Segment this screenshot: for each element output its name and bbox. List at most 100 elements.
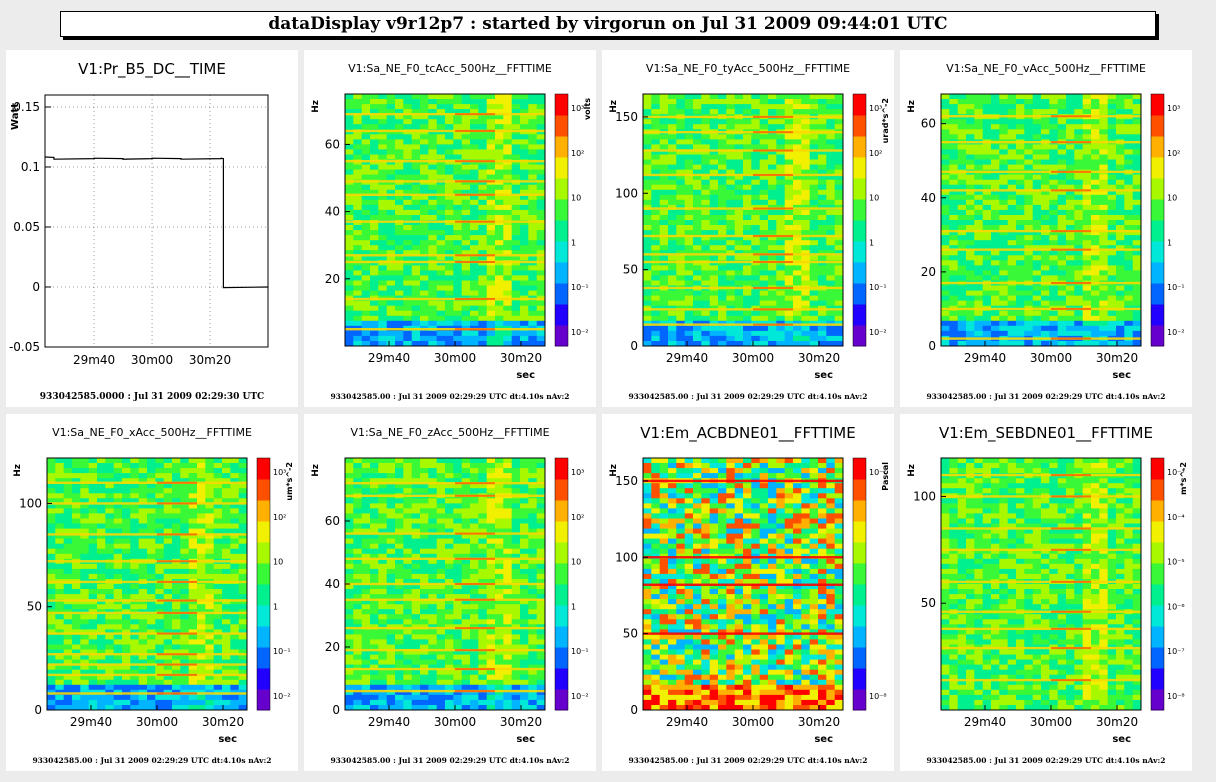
spectral-line (643, 583, 843, 586)
y-tick-label: 60 (921, 117, 936, 131)
spectral-line-hot (455, 668, 495, 671)
y-tick-label: 100 (615, 550, 638, 564)
y-tick-label: 0.1 (21, 160, 40, 174)
plot-panel-7[interactable]: V1:Em_ACBDNE01__FFTTIME 933042585.00 : Ju… (602, 414, 894, 771)
spectral-line (941, 610, 1141, 613)
spectral-line (643, 260, 843, 264)
spectral-line-hot (1051, 230, 1091, 233)
panel-footer: 933042585.00 : Jul 31 2009 02:29:29 UTC … (32, 756, 272, 765)
plot-panel-5[interactable]: V1:Sa_NE_F0_xAcc_500Hz__FFTTIME 933042585… (6, 414, 298, 771)
spectral-line-hot (753, 308, 793, 311)
spectrogram-cells (941, 94, 1142, 347)
spectral-line-hot (455, 557, 495, 560)
spectral-line-hot (753, 131, 793, 134)
spectral-line (643, 323, 843, 326)
x-tick-label: 30m20 (1096, 351, 1138, 365)
series-line (44, 156, 269, 289)
spectral-line (643, 286, 843, 290)
spectral-line (941, 170, 1141, 174)
spectral-line (643, 115, 843, 119)
plot-svg: 10⁻³ 10⁻⁴ 10⁻⁵ 10⁻⁶ 10⁻⁷ 10⁻⁸ m*s^-2 100 50 29m40… (907, 457, 1188, 745)
spectral-line (345, 648, 545, 652)
spectral-line-hot (455, 494, 495, 497)
spectral-line-hot (753, 115, 793, 118)
spectral-line (345, 180, 545, 183)
colorbar-tick-label: 1 (273, 602, 278, 611)
spectral-line-hot (1051, 248, 1091, 251)
y-tick-label: 40 (325, 577, 340, 591)
y-axis-label: Hz (13, 464, 23, 477)
spectral-line-hot (1051, 647, 1091, 650)
spectral-line (941, 527, 1141, 530)
panel-title: V1:Em_SEBDNE01__FFTTIME (939, 424, 1153, 442)
spectral-line (941, 495, 1141, 498)
x-tick-label: 30m20 (202, 715, 244, 729)
y-tick-label: 60 (325, 514, 340, 528)
spectral-line-hot (753, 323, 793, 326)
y-tick-label: 100 (19, 496, 42, 510)
spectral-line (345, 598, 545, 601)
colorbar-tick-label: 1 (571, 602, 576, 611)
spectral-line-hot (157, 653, 197, 656)
plot-panel-6[interactable]: V1:Sa_NE_F0_zAcc_500Hz__FFTTIME 933042585… (304, 414, 596, 771)
y-tick-label: 60 (325, 137, 340, 151)
spectral-line-hot (455, 254, 495, 257)
spectral-line (47, 560, 247, 563)
colorbar-tick-label: 10⁻² (571, 328, 589, 337)
spectral-line (941, 248, 1141, 251)
spectral-line-hot (455, 583, 495, 585)
panel-title: V1:Pr_B5_DC__TIME (78, 60, 226, 78)
spectral-line-hot (455, 482, 495, 485)
spectral-line (345, 557, 545, 560)
spectral-line (941, 229, 1141, 233)
colorbar-tick-label: 10⁻² (1167, 328, 1185, 337)
spectrogram-cells (345, 458, 546, 711)
colorbar-tick-label: 10 (571, 194, 581, 203)
x-axis-label: sec (814, 734, 833, 745)
y-tick-label: 0.05 (13, 220, 40, 234)
spectral-line-hot (157, 611, 197, 614)
spectral-line (47, 611, 247, 615)
y-axis-label: Hz (311, 100, 321, 113)
spectral-line (345, 582, 545, 586)
colorbar-tick-label: 10⁻² (869, 328, 887, 337)
plot-panel-2[interactable]: V1:Sa_NE_F0_tcAcc_500Hz__FFTTIME 93304258… (304, 50, 596, 407)
spectrogram-cells (47, 458, 248, 711)
x-tick-label: 30m00 (732, 715, 774, 729)
spectral-line-hot (1051, 282, 1091, 284)
colorbar-tick-label: 10⁻⁴ (1167, 513, 1185, 522)
x-tick-label: 29m40 (964, 715, 1006, 729)
panel-footer: 933042585.00 : Jul 31 2009 02:29:29 UTC … (628, 392, 868, 401)
y-axis-label: Watt (10, 103, 21, 130)
spectral-line-hot (455, 297, 495, 300)
plot-panel-4[interactable]: V1:Sa_NE_F0_vAcc_500Hz__FFTTIME 933042585… (900, 50, 1192, 407)
y-tick-label: 50 (623, 627, 638, 641)
y-tick-label: 20 (325, 640, 340, 654)
x-tick-label: 29m40 (666, 715, 708, 729)
spectral-line-hot (455, 261, 495, 263)
spectral-line-hot (455, 220, 495, 223)
colorbar-tick-label: 10⁻¹ (571, 283, 589, 292)
colorbar-tick-label: 10 (869, 194, 879, 203)
plot-panel-1[interactable]: V1:Pr_B5_DC__TIME 933042585.0000 : Jul 31… (6, 50, 298, 407)
y-tick-label: 20 (921, 265, 936, 279)
panel-title: V1:Sa_NE_F0_xAcc_500Hz__FFTTIME (52, 426, 252, 439)
x-tick-label: 30m00 (136, 715, 178, 729)
spectral-line (345, 254, 545, 257)
colorbar-tick-label: 10 (1167, 194, 1177, 203)
spectral-line (941, 140, 1141, 144)
y-tick-label: 0 (928, 339, 936, 353)
spectral-line-hot (157, 599, 197, 602)
plot-frame (642, 457, 844, 711)
colorbar-label: urad*s^-2 (881, 98, 890, 143)
colorbar-tick-label: 10 (571, 558, 581, 567)
x-tick-label: 29m40 (964, 351, 1006, 365)
spectral-line-hot (1051, 474, 1091, 477)
spectral-line (643, 479, 843, 483)
plot-panel-3[interactable]: V1:Sa_NE_F0_tyAcc_500Hz__FFTTIME 93304258… (602, 50, 894, 407)
colorbar (1150, 93, 1165, 347)
spectral-line (345, 193, 545, 196)
colorbar-tick-label: 10⁻⁶ (1167, 602, 1185, 611)
plot-panel-8[interactable]: V1:Em_SEBDNE01__FFTTIME 933042585.00 : Ju… (900, 414, 1192, 771)
x-axis-label: sec (814, 370, 833, 381)
